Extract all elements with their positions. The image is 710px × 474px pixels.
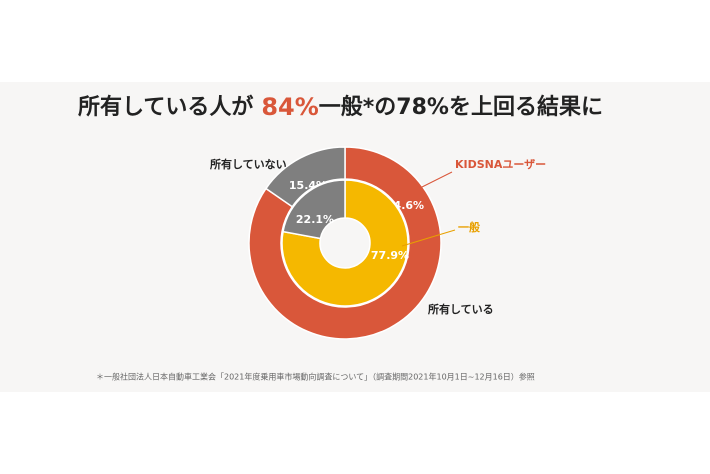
series-label: 一般	[458, 220, 480, 234]
category-label: 所有している	[428, 302, 494, 316]
footnote: ＊一般社団法人日本自動車工業会「2021年度乗用車市場動向調査について」（調査期…	[96, 372, 535, 382]
title-prefix: 所有している人が	[78, 94, 253, 120]
donut-slice	[281, 179, 409, 307]
value-label: 77.9%	[371, 249, 409, 262]
donut-slice	[282, 179, 346, 240]
panel	[0, 82, 710, 392]
donut-slice	[248, 146, 442, 340]
leader-line	[401, 229, 456, 247]
series-label: KIDSNAユーザー	[455, 158, 546, 171]
title-suffix: 一般*の78%を上回る結果に	[319, 94, 603, 120]
leader-line	[419, 171, 453, 189]
title-highlight: 84%	[261, 93, 318, 121]
value-label: 22.1%	[296, 213, 334, 226]
donut-slice	[264, 146, 346, 208]
category-label: 所有していない	[210, 157, 287, 171]
chart-title: 所有している人が 84%一般*の78%を上回る結果に	[78, 93, 603, 121]
